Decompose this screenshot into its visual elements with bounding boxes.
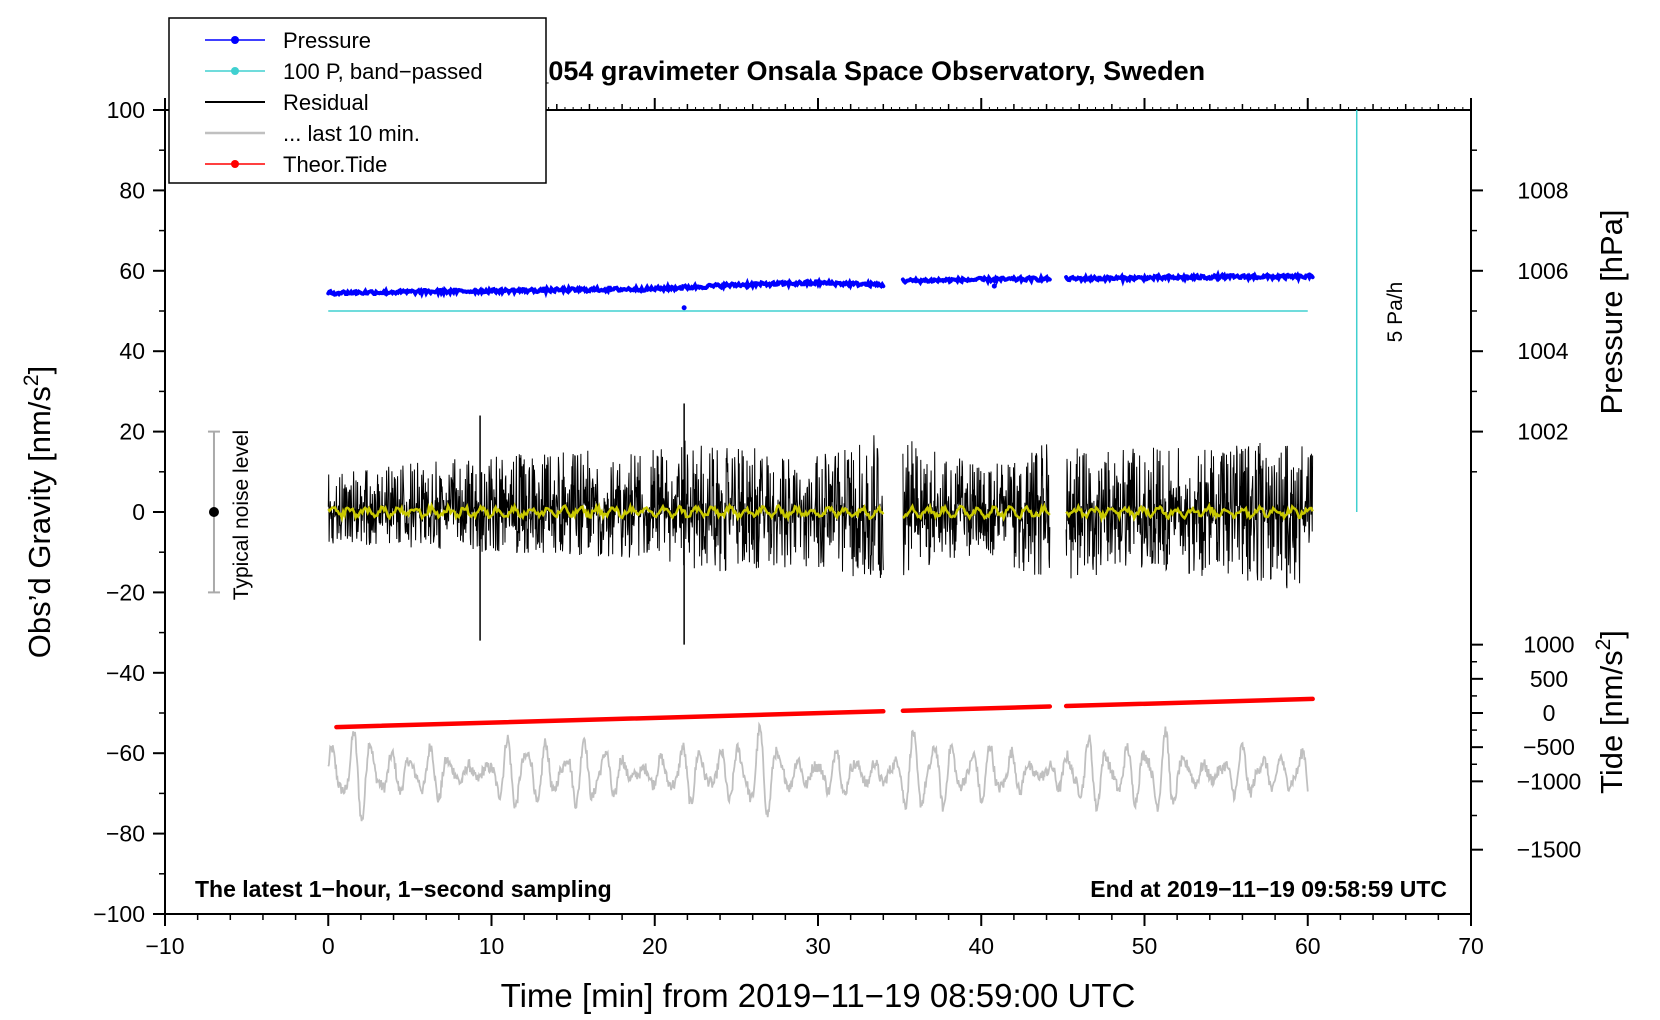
line-residual: [327, 435, 884, 579]
tide-tick-label: 500: [1530, 666, 1568, 692]
legend-label-band-passed: 100 P, band−passed: [283, 59, 483, 84]
x-tick-label: 50: [1132, 933, 1158, 959]
annotation-right: End at 2019−11−19 09:58:59 UTC: [1090, 876, 1447, 902]
scale-bar-label: 5 Pa/h: [1384, 282, 1407, 343]
pressure-tick-label: 1004: [1517, 338, 1568, 364]
noise-bar-label: Typical noise level: [230, 430, 253, 600]
y-tick-label: −40: [106, 660, 145, 686]
legend-box: [168, 17, 547, 184]
x-tick-label: 10: [479, 933, 505, 959]
y-axis-label-tide: Tide [nm/s2]: [1592, 630, 1629, 794]
y-tick-label: 20: [119, 419, 145, 445]
pressure-tick-label: 1006: [1517, 258, 1568, 284]
pressure-axis-ticks: 1002 1004 1006 1008: [1471, 149, 1569, 473]
line-smoothed-residual: [902, 502, 1051, 522]
annotation-left: The latest 1−hour, 1−second sampling: [195, 876, 612, 902]
line-smoothed-residual: [327, 501, 885, 523]
x-tick-label: 20: [642, 933, 668, 959]
tide-tick-label: −500: [1523, 734, 1575, 760]
y-tick-label: 0: [132, 499, 145, 525]
y-axis-label-left: Obs’d Gravity [nm/s2]: [20, 366, 57, 659]
x-tick-label: 60: [1295, 933, 1321, 959]
noise-bar-center-point: [208, 507, 219, 517]
y-tick-label: 40: [119, 338, 145, 364]
series-pressure: [326, 269, 1315, 311]
legend-label-pressure: Pressure: [283, 28, 371, 53]
y-axis-ticks: −100 −80 −60 −40 −20 0 20 40 60 80 100: [93, 97, 165, 927]
x-tick-label: 0: [322, 933, 335, 959]
line-theor-tide: [334, 709, 886, 730]
pressure-tick-label: 1002: [1517, 419, 1568, 445]
legend-marker-band-passed: [231, 67, 239, 75]
legend-item-band-passed: 100 P, band−passed: [205, 59, 483, 84]
legend-marker-pressure: [231, 36, 239, 44]
tide-axis-ticks: 1000 500 0 −500 −1000 −1500: [1471, 632, 1581, 863]
line-theor-tide: [900, 704, 1053, 713]
legend-label-last-10-min: ... last 10 min.: [283, 121, 420, 146]
tide-tick-label: −1500: [1517, 837, 1582, 863]
typical-noise-bar: [207, 430, 220, 594]
series-smoothed-residual: [327, 501, 1314, 524]
line-last-10-min: [327, 721, 1309, 822]
y-tick-label: 100: [107, 97, 145, 123]
legend-label-theor-tide: Theor.Tide: [283, 152, 387, 177]
line-pressure: [326, 276, 886, 299]
chart-title: SCG_054 gravimeter Onsala Space Observat…: [475, 56, 1205, 86]
y-tick-label: −20: [106, 579, 145, 605]
line-pressure: [900, 272, 1052, 287]
x-tick-label: 70: [1458, 933, 1484, 959]
tide-tick-label: −1000: [1517, 768, 1582, 794]
x-axis-label: Time [min] from 2019−11−19 08:59:00 UTC: [501, 977, 1136, 1014]
line-pressure: [1064, 269, 1315, 287]
series-residual: [327, 403, 1314, 645]
line-theor-tide: [1063, 696, 1315, 709]
line-residual: [1065, 442, 1314, 589]
line-residual: [902, 441, 1051, 576]
y-tick-label: 80: [119, 177, 145, 203]
y-tick-label: 60: [119, 258, 145, 284]
series-last-10-min: [327, 721, 1309, 822]
series-theor-tide: [334, 696, 1315, 730]
y-tick-label: −100: [93, 901, 145, 927]
y-axis-label-pressure: Pressure [hPa]: [1594, 209, 1629, 414]
legend-item-pressure: Pressure: [205, 28, 371, 53]
x-tick-label: −10: [145, 933, 184, 959]
legend-marker-theor-tide: [231, 160, 239, 168]
line-smoothed-residual: [1065, 501, 1314, 524]
legend-item-residual: Residual: [205, 90, 369, 115]
x-tick-label: 30: [805, 933, 831, 959]
tide-tick-label: 1000: [1523, 632, 1574, 658]
pressure-tick-label: 1008: [1517, 177, 1568, 203]
legend-item-theor-tide: Theor.Tide: [205, 152, 387, 177]
legend: Pressure 100 P, band−passed Residual ...…: [168, 17, 547, 184]
x-tick-label: 40: [968, 933, 994, 959]
y-tick-label: −60: [106, 740, 145, 766]
pressure-outlier-point: [991, 283, 997, 289]
legend-item-last-10-min: ... last 10 min.: [205, 121, 420, 146]
tide-tick-label: 0: [1543, 700, 1556, 726]
pressure-outlier-point: [681, 305, 687, 311]
legend-label-residual: Residual: [283, 90, 369, 115]
y-tick-label: −80: [106, 821, 145, 847]
